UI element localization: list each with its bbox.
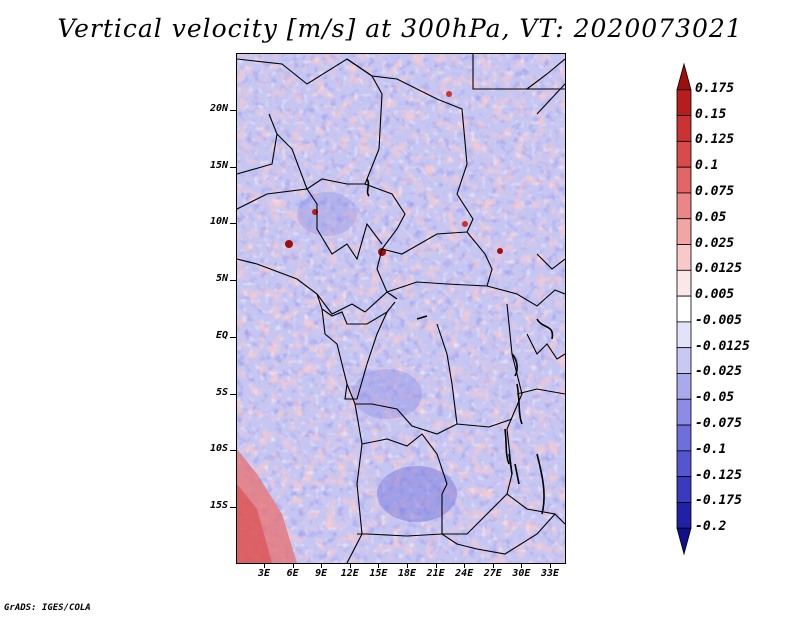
descent-patch xyxy=(352,369,422,419)
latitude-tick-label: EQ xyxy=(215,329,228,341)
colorbar-label: 0.005 xyxy=(695,287,735,303)
longitude-tick-label: 18E xyxy=(397,568,417,579)
colorbar-swatch xyxy=(676,373,692,400)
colorbar-label: 0.075 xyxy=(695,183,735,199)
latitude-tick xyxy=(230,280,236,282)
colorbar-label: -0.05 xyxy=(695,390,735,406)
colorbar-label: -0.2 xyxy=(695,519,727,535)
country-borders xyxy=(237,54,565,563)
latitude-tick xyxy=(230,506,236,508)
latitude-tick xyxy=(230,450,236,452)
colorbar-label: 0.125 xyxy=(695,132,735,148)
longitude-tick-label: 30E xyxy=(512,568,531,579)
longitude-tick-label: 9E xyxy=(315,568,328,579)
colorbar-swatch xyxy=(676,450,692,478)
colorbar-swatch xyxy=(676,244,692,271)
latitude-tick-label: 15N xyxy=(209,159,228,171)
colorbar-label: 0.05 xyxy=(695,209,727,225)
longitude-tick xyxy=(492,563,494,568)
longitude-tick-label: 3E xyxy=(257,568,271,579)
colorbar-swatch xyxy=(676,192,692,220)
latitude-tick-label: 10N xyxy=(209,216,228,228)
strong-ascent-spot xyxy=(285,240,293,248)
descent-patch xyxy=(297,192,357,236)
colorbar-label: -0.125 xyxy=(695,467,742,483)
longitude-tick-label: 15E xyxy=(369,568,388,579)
latitude-tick xyxy=(230,166,236,168)
longitude-tick xyxy=(435,563,437,568)
longitude-tick xyxy=(464,563,466,568)
latitude-tick xyxy=(230,110,236,111)
latitude-tick-label: 10S xyxy=(209,443,228,455)
colorbar-swatch xyxy=(676,527,692,556)
colorbar-swatch xyxy=(676,89,692,116)
field-neutral-noise xyxy=(237,54,565,563)
longitude-tick xyxy=(550,563,551,568)
colorbar-swatch xyxy=(676,115,692,142)
colorbar-label: 0.025 xyxy=(695,235,735,251)
longitude-tick-label: 33E xyxy=(540,568,560,579)
colorbar-label: -0.1 xyxy=(695,441,727,457)
longitude-tick xyxy=(349,563,351,568)
colorbar-label: -0.005 xyxy=(695,312,742,328)
colorbar-swatch xyxy=(676,476,692,503)
colorbar-label: -0.175 xyxy=(695,493,742,509)
vertical-velocity-field xyxy=(237,54,565,563)
longitude-tick xyxy=(292,563,294,568)
longitude-tick xyxy=(264,563,265,568)
longitude-tick xyxy=(321,563,323,568)
strong-ascent-spot xyxy=(497,248,503,254)
colorbar-swatch xyxy=(676,424,692,452)
longitude-tick-label: 12E xyxy=(340,568,359,579)
longitude-tick-label: 27E xyxy=(483,568,502,579)
longitude-tick xyxy=(378,563,380,568)
latitude-tick xyxy=(230,393,236,395)
colorbar-swatch xyxy=(676,502,692,529)
colorbar-swatch xyxy=(676,398,692,426)
latitude-tick-label: 5S xyxy=(215,386,228,398)
colorbar-swatch xyxy=(676,347,692,374)
colorbar-label: 0.15 xyxy=(695,106,727,122)
colorbar-label: -0.0125 xyxy=(695,338,750,354)
strong-ascent-core xyxy=(237,484,272,563)
colorbar-swatch xyxy=(676,62,692,91)
map-panel[interactable] xyxy=(236,53,566,564)
longitude-tick-label: 6E xyxy=(286,568,299,579)
longitude-tick-label: 24E xyxy=(455,568,474,579)
longitude-tick xyxy=(407,563,408,568)
latitude-tick xyxy=(230,223,236,225)
latitude-tick xyxy=(230,336,236,338)
colorbar-label: 0.0125 xyxy=(695,261,742,277)
chart-title: Vertical velocity [m/s] at 300hPa, VT: 2… xyxy=(57,14,743,43)
colorbar-swatch xyxy=(676,321,692,349)
longitude-tick-label: 21E xyxy=(426,568,445,579)
descent-patch xyxy=(377,466,457,522)
colorbar-swatch xyxy=(676,140,692,168)
longitude-tick xyxy=(521,563,523,568)
colorbar-swatch xyxy=(676,218,692,245)
latitude-tick-label: 5N xyxy=(215,273,228,285)
colorbar-label: 0.175 xyxy=(695,80,735,96)
colorbar-swatch xyxy=(676,166,692,194)
latitude-tick-label: 15S xyxy=(209,499,228,511)
strong-ascent-spot xyxy=(462,221,468,227)
colorbar-label: -0.075 xyxy=(695,416,742,432)
colorbar-label: 0.1 xyxy=(695,158,719,174)
colorbar-swatch xyxy=(676,269,692,297)
lake-outlines xyxy=(366,178,554,515)
colorbar-label: -0.025 xyxy=(695,364,742,380)
grads-credit: GrADS: IGES/COLA xyxy=(4,603,91,613)
colorbar-swatch xyxy=(676,295,692,323)
latitude-tick-label: 20N xyxy=(209,103,228,114)
strong-ascent-spot xyxy=(446,91,452,97)
